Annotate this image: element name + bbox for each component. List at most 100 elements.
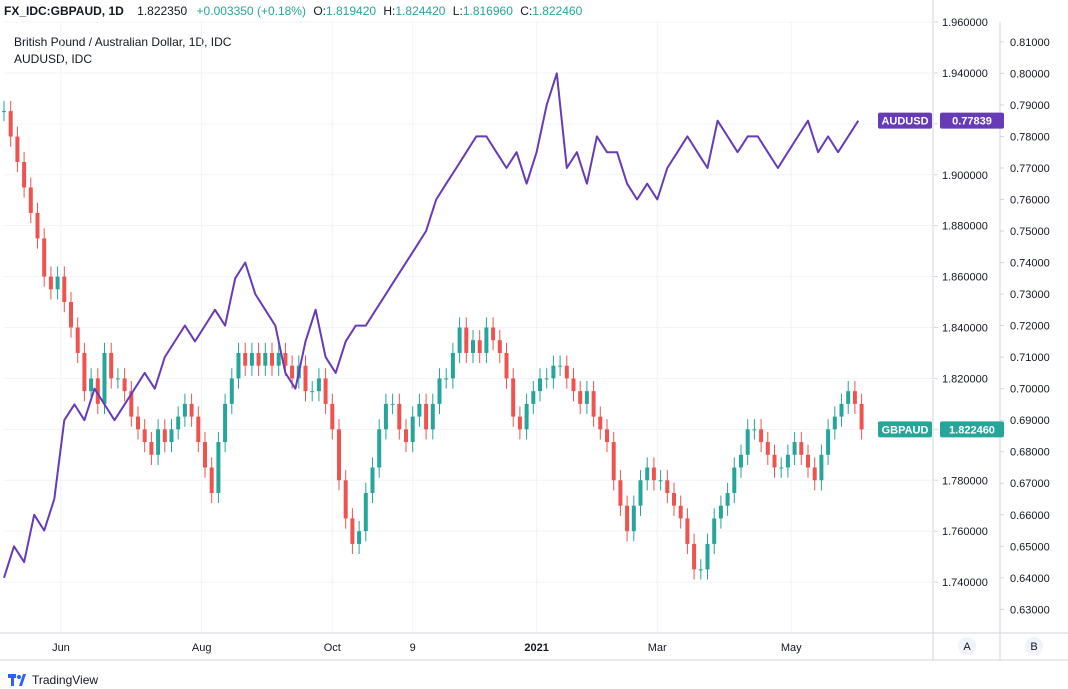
candle-body [323,378,328,404]
left-axis-tick-label: 1.740000 [942,577,988,589]
candle-body [243,352,248,366]
candle-body [62,276,67,303]
candle-body [42,238,47,277]
candle-body [826,429,831,455]
right-axis-tick-label: 0.74000 [1010,258,1050,270]
svg-text:0.77839: 0.77839 [952,116,992,128]
candle-body [276,352,281,366]
candle-body [685,518,690,544]
candle-body [792,442,797,455]
candle-body [35,212,40,239]
right-axis-tick-label: 0.80000 [1010,68,1050,80]
gbpaud-name-badge: GBPAUD [878,421,932,438]
time-axis-label: Oct [324,642,341,654]
candle-body [638,480,643,506]
time-axis: Jun Aug Oct 9 2021 Mar May [52,642,802,654]
candle-body [806,454,810,468]
candle-body [598,416,603,430]
candle-body [22,162,27,188]
high-value: 1.824420 [395,4,446,18]
candle-body [705,543,710,570]
candle-body [182,403,187,417]
candle-body [370,467,375,493]
gbpaud-candles [2,100,864,580]
candle-body [424,403,429,430]
candle-body [410,416,415,443]
right-axis-tick-label: 0.71000 [1010,352,1050,364]
candle-body [316,378,321,392]
gbpaud-last-badge: 1.822460 [940,421,1004,438]
left-axis-button[interactable]: A [958,637,976,655]
candle-body [678,505,683,519]
right-axis-button[interactable]: B [1025,637,1043,655]
candle-body [109,352,114,379]
svg-text:B: B [1030,641,1037,653]
candle-body [752,429,757,431]
candle-body [504,352,509,379]
candle-body [832,416,837,430]
left-axis-tick-label: 1.820000 [942,373,988,385]
candle-body [8,111,13,137]
right-axis-tick-label: 0.75000 [1010,226,1050,238]
candle-body [698,569,703,571]
candle-body [444,378,449,380]
candle-body [471,340,475,353]
candle-body [745,429,750,455]
candle-body [538,378,542,392]
left-axis-tick-label: 1.940000 [942,68,988,80]
candle-body [176,416,181,430]
tradingview-brand[interactable]: TradingView [32,673,99,687]
candle-body [852,391,857,404]
right-axis-tick-label: 0.66000 [1010,510,1050,522]
candle-body [477,340,482,353]
candle-body [484,327,489,353]
candle-body [236,352,241,379]
candle-body [437,378,442,404]
tradingview-logo-icon[interactable] [8,674,26,686]
legend-main-series[interactable]: British Pound / Australian Dollar, 1D, I… [14,35,232,49]
candle-body [256,352,261,366]
candle-body [69,302,73,328]
candle-body [759,429,764,443]
left-axis-tick-label: 1.900000 [942,170,988,182]
candle-body [558,365,563,367]
candle-body [15,136,20,163]
audusd-last-badge: 0.77839 [940,112,1004,129]
candle-body [290,365,295,379]
candle-body [102,352,107,404]
candle-body [625,505,630,532]
right-axis-tick-label: 0.70000 [1010,384,1050,396]
time-axis-label: 2021 [524,642,548,654]
candle-body [665,480,670,493]
candle-body [383,403,388,430]
candle-body [142,429,147,443]
time-axis-label: Aug [192,642,212,654]
time-axis-label: May [781,642,802,654]
candle-body [337,429,341,481]
last-value-badges: AUDUSD 0.77839 GBPAUD 1.822460 [878,112,1004,438]
low-label: L: [452,4,463,18]
candle-body [779,467,784,469]
footer: TradingView [8,672,98,688]
candle-body [417,403,422,417]
candle-body [765,442,770,455]
legend-overlay-series[interactable]: AUDUSD, IDC [14,52,93,66]
candle-body [631,505,636,532]
candle-body [82,352,87,392]
right-axis-tick-label: 0.68000 [1010,447,1050,459]
candle-body [249,352,254,366]
audusd-line [3,72,860,579]
symbol-label[interactable]: FX_IDC:GBPAUD, 1D [4,4,124,18]
candle-body [129,391,134,417]
candle-body [785,454,790,468]
candle-body [450,352,455,379]
right-axis-tick-label: 0.76000 [1010,194,1050,206]
right-axis-tick-label: 0.69000 [1010,415,1050,427]
candle-body [491,327,496,341]
left-axis-tick-label: 1.780000 [942,475,988,487]
candle-body [377,429,382,468]
candle-body [95,378,100,404]
candle-body [270,352,274,366]
open-label: O: [313,4,326,18]
